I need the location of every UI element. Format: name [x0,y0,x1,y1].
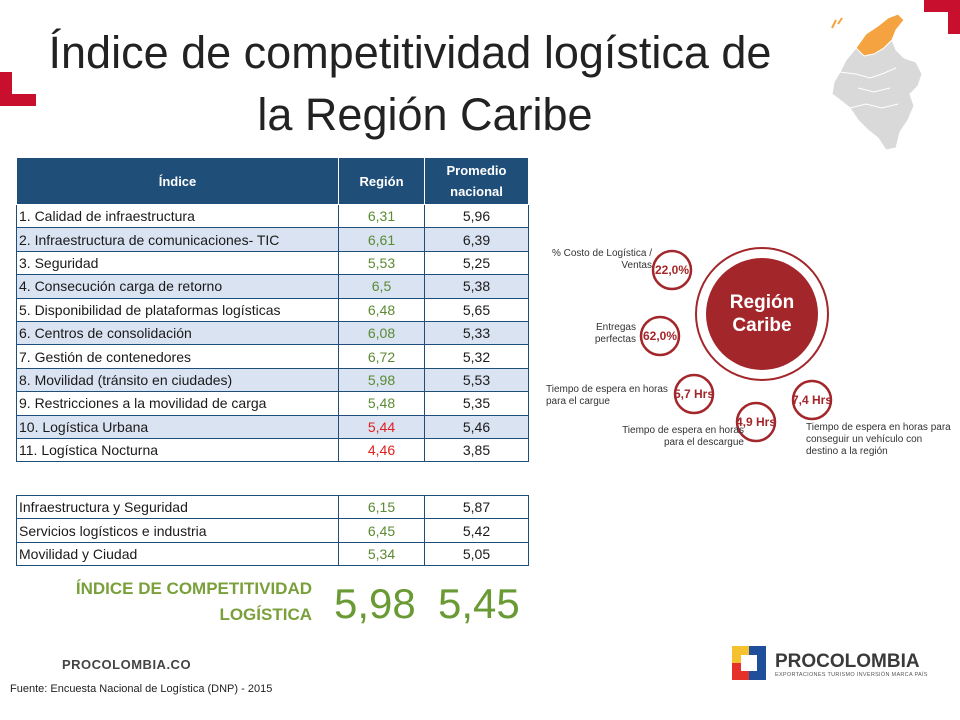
procolombia-logo-icon [732,646,766,680]
final-region-value: 5,98 [334,580,416,627]
label-cargue: Tiempo de espera en horas para el cargue [546,384,668,407]
row-national-value: 3,85 [424,437,529,463]
row-national-value: 5,25 [424,250,529,276]
summary-row: Movilidad y Ciudad 5,34 5,05 [16,541,529,567]
row-label: 7. Gestión de contenedores [16,344,339,369]
ring-outer [695,247,829,381]
label-vehiculo: Tiempo de espera en horas para conseguir… [806,422,951,457]
table-row: 9. Restricciones a la movilidad de carga… [16,391,529,416]
row-national-value: 5,33 [424,320,529,346]
table-row: 2. Infraestructura de comunicaciones- TI… [16,227,529,252]
label-descargue: Tiempo de espera en horas para el descar… [622,425,744,448]
row-national-value: 5,38 [424,274,529,299]
bubble-cargue [673,373,715,415]
table-header-row: Índice Región Promedio nacional [16,157,529,205]
colombia-map-image [831,13,923,151]
row-region-value: 4,46 [338,437,425,463]
row-region-value: 6,31 [338,203,425,229]
infographic: Región Caribe 22,0% 62,0% 5,7 Hrs 4,9 Hr… [639,247,833,443]
bubble-costo [651,249,693,291]
table-row: 4. Consecución carga de retorno 6,5 5,38 [16,274,529,299]
row-region-value: 6,5 [338,274,425,299]
row-national-value: 5,46 [424,414,529,439]
row-national-value: 5,65 [424,297,529,322]
row-label: 6. Centros de consolidación [16,320,339,346]
title-line-1: Índice de competitividad logística de [48,27,772,78]
summary-national-value: 5,05 [424,541,529,567]
title-line-2: la Región Caribe [257,89,593,140]
summary-label: Servicios logísticos e industria [16,518,339,543]
header-region: Región [338,157,425,205]
header-promedio-label: Promedio nacional [446,163,507,199]
table-row: 11. Logística Nocturna 4,46 3,85 [16,437,529,463]
summary-region-value: 6,15 [338,494,425,520]
bubble-vehiculo [791,379,833,421]
row-national-value: 5,96 [424,203,529,229]
corner-accent-left [0,72,36,106]
summary-region-value: 5,34 [338,541,425,567]
row-label: 5. Disponibilidad de plataformas logísti… [16,297,339,322]
bubble-descargue-value: 4,9 Hrs [736,415,776,429]
final-label-line-2: LOGÍSTICA [219,605,312,624]
bubble-vehiculo-value: 7,4 Hrs [792,393,832,407]
summary-label: Infraestructura y Seguridad [16,494,339,520]
row-national-value: 5,53 [424,367,529,393]
bubble-cargue-value: 5,7 Hrs [674,387,714,401]
table-row: 10. Logística Urbana 5,44 5,46 [16,414,529,439]
source-note: Fuente: Encuesta Nacional de Logística (… [10,683,273,695]
row-region-value: 6,48 [338,297,425,322]
bubble-costo-value: 22,0% [655,263,689,277]
row-label: 9. Restricciones a la movilidad de carga [16,391,339,416]
procolombia-logo-tagline: EXPORTACIONES TURISMO INVERSIÓN MARCA PA… [775,672,928,678]
final-index-label: ÍNDICE DE COMPETITIVIDAD LOGÍSTICA [75,576,312,628]
summary-row: Servicios logísticos e industria 6,45 5,42 [16,518,529,543]
bubble-entregas-value: 62,0% [643,329,677,343]
row-region-value: 6,61 [338,227,425,252]
summary-label: Movilidad y Ciudad [16,541,339,567]
page-title: Índice de competitividad logística de la… [0,22,820,146]
table-row: 8. Movilidad (tránsito en ciudades) 5,98 5… [16,367,529,393]
row-label: 8. Movilidad (tránsito en ciudades) [16,367,339,393]
row-region-value: 5,48 [338,391,425,416]
row-label: 4. Consecución carga de retorno [16,274,339,299]
table-row: 6. Centros de consolidación 6,08 5,33 [16,320,529,346]
row-region-value: 5,98 [338,367,425,393]
bubble-entregas [639,315,681,357]
table-row: 5. Disponibilidad de plataformas logísti… [16,297,529,322]
procolombia-logo-text: PROCOLOMBIA [775,651,920,672]
header-indice: Índice [16,157,339,205]
center-line-2: Caribe [732,315,791,336]
corner-accent-right [924,0,960,34]
row-region-value: 5,53 [338,250,425,276]
index-table: Índice Región Promedio nacional 1. Calid… [16,157,529,463]
row-label: 1. Calidad de infraestructura [16,203,339,229]
final-national-value: 5,45 [438,580,520,627]
summary-table: Infraestructura y Seguridad 6,15 5,87 Servi… [16,494,529,567]
table-row: 7. Gestión de contenedores 6,72 5,32 [16,344,529,369]
row-national-value: 6,39 [424,227,529,252]
label-costo: % Costo de Logística / Ventas [551,248,652,271]
summary-row: Infraestructura y Seguridad 6,15 5,87 [16,494,529,520]
final-label-line-1: ÍNDICE DE COMPETITIVIDAD [75,579,312,598]
row-label: 2. Infraestructura de comunicaciones- TI… [16,227,339,252]
table-row: 1. Calidad de infraestructura 6,31 5,96 [16,203,529,229]
row-region-value: 6,72 [338,344,425,369]
center-line-1: Región [730,292,794,313]
center-circle [706,258,818,370]
row-region-value: 6,08 [338,320,425,346]
header-promedio: Promedio nacional [424,157,529,205]
table-row: 3. Seguridad 5,53 5,25 [16,250,529,276]
summary-national-value: 5,87 [424,494,529,520]
procolombia-url: PROCOLOMBIA.CO [62,657,192,672]
bubble-descargue [735,401,777,443]
row-label: 3. Seguridad [16,250,339,276]
row-national-value: 5,35 [424,391,529,416]
row-national-value: 5,32 [424,344,529,369]
summary-national-value: 5,42 [424,518,529,543]
label-entregas: Entregas perfectas [594,322,636,345]
row-label: 10. Logística Urbana [16,414,339,439]
row-region-value: 5,44 [338,414,425,439]
row-label: 11. Logística Nocturna [16,437,339,463]
summary-region-value: 6,45 [338,518,425,543]
